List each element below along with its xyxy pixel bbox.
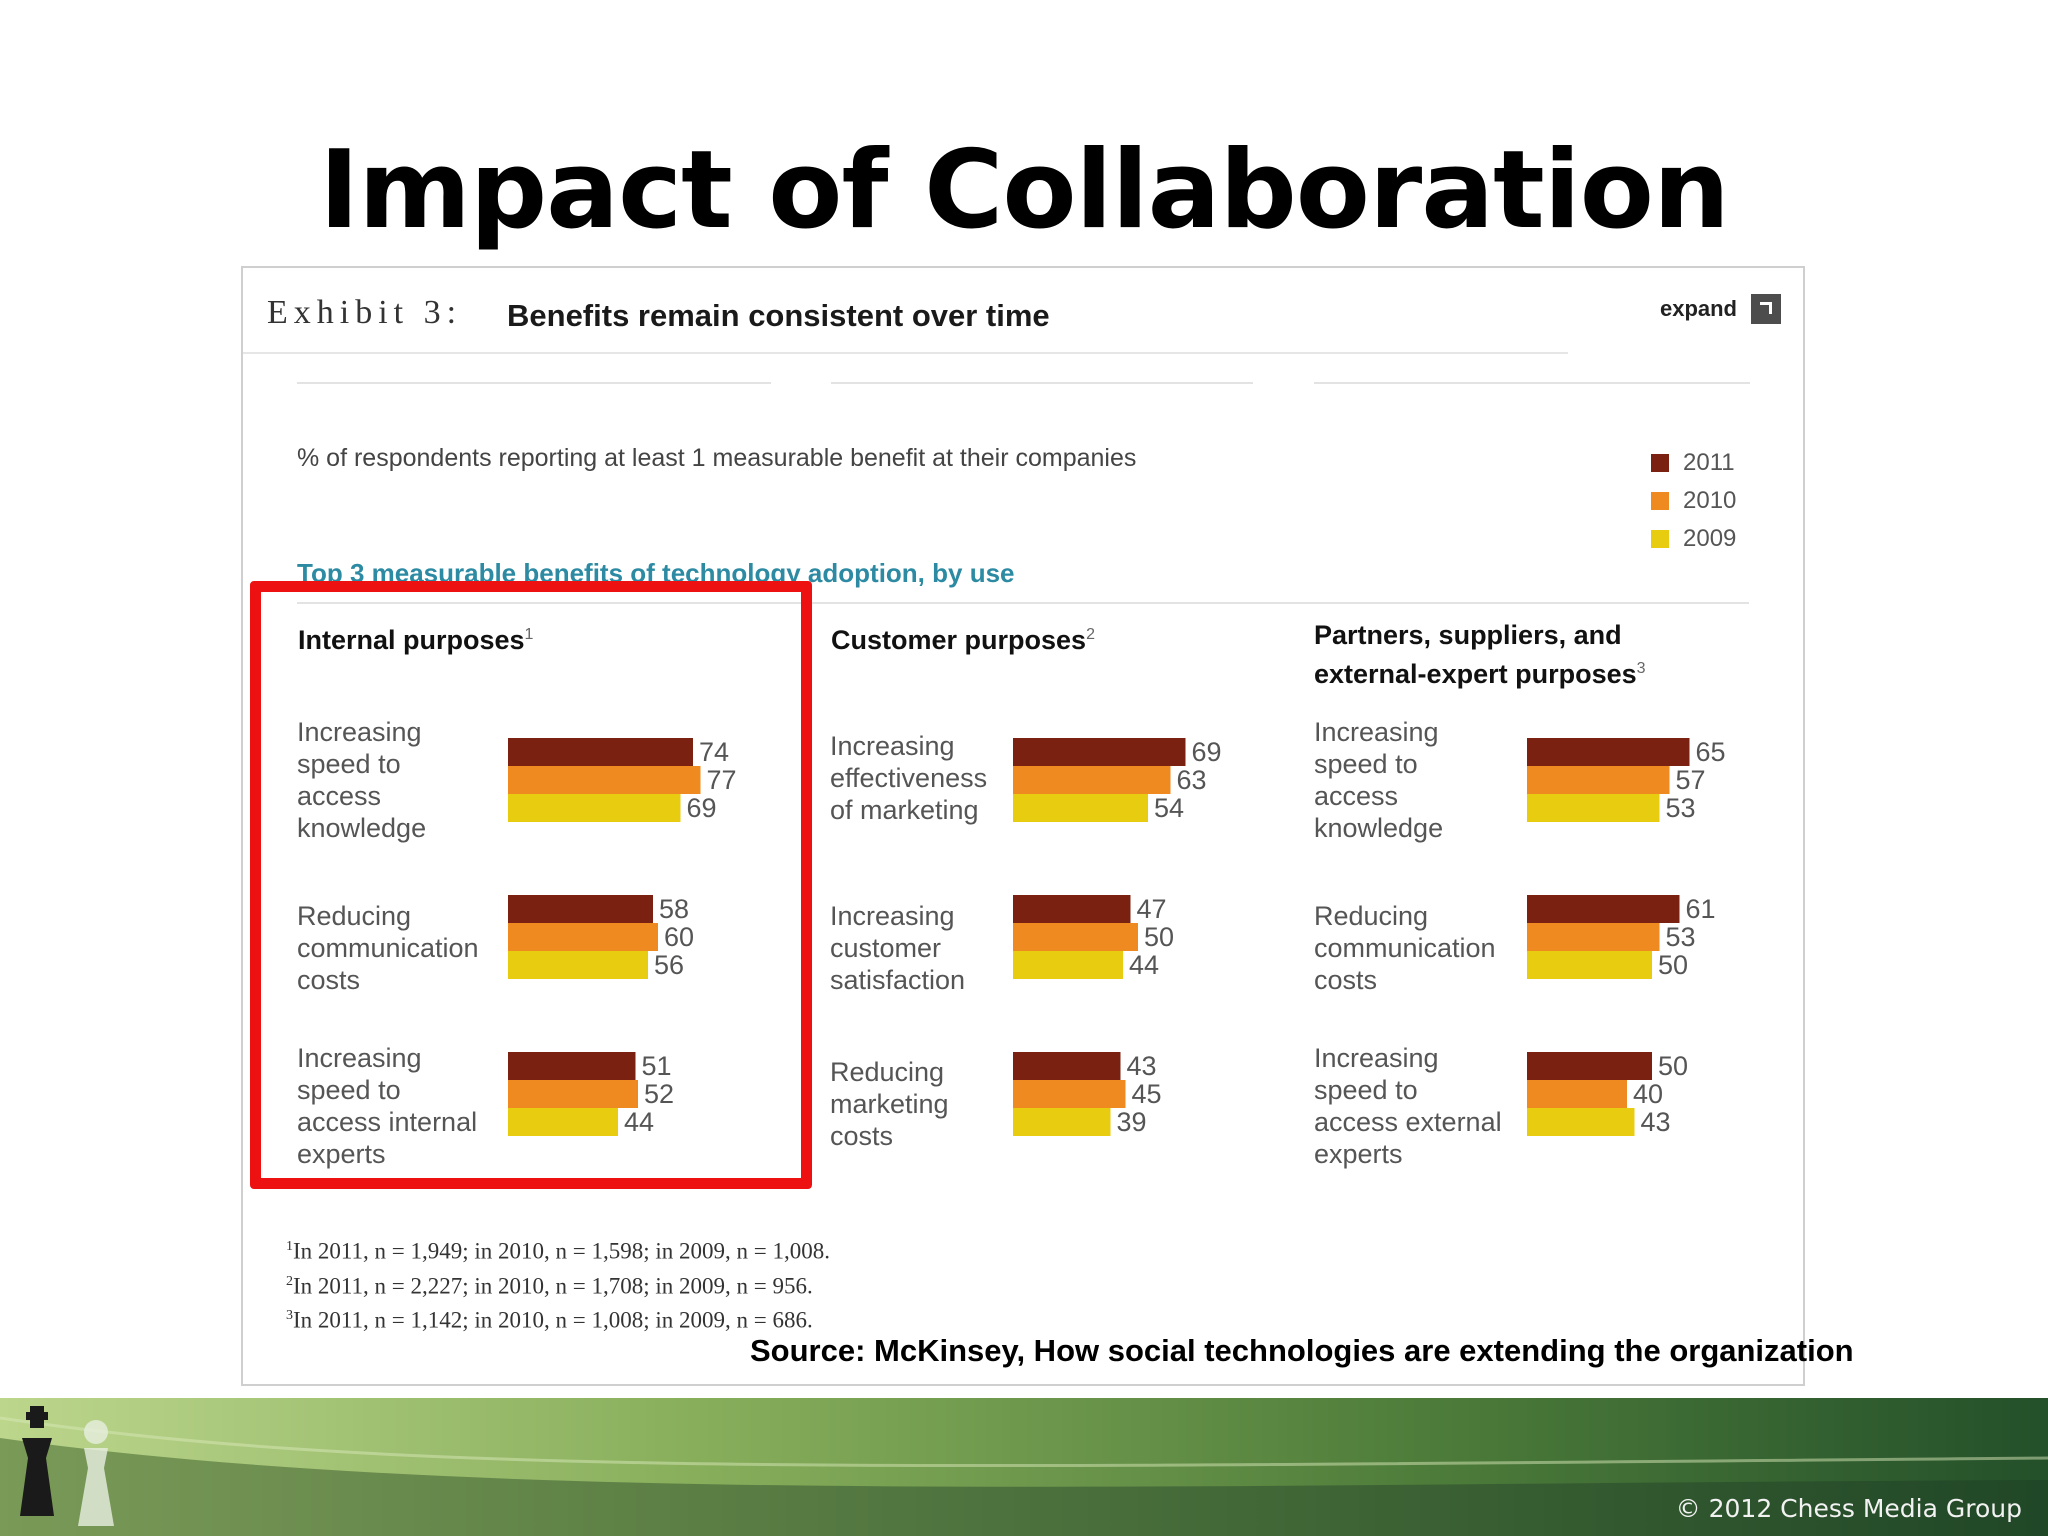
category-label: costs (1314, 965, 1378, 995)
highlight-box (250, 581, 812, 1189)
footnote: 2In 2011, n = 2,227; in 2010, n = 1,708;… (286, 1267, 830, 1302)
category-label: costs (830, 1121, 894, 1151)
category-label: Increasing (830, 901, 955, 931)
panel-title-text: Customer purposes (831, 625, 1087, 655)
category-label: Increasing (1314, 717, 1439, 747)
category-label: Reducing (1314, 901, 1429, 931)
legend-item: 2011 (1651, 444, 1736, 482)
category-label: customer (830, 933, 942, 963)
source-citation: Source: McKinsey, How social technologie… (750, 1333, 1854, 1368)
panel-title: Customer purposes2 (831, 618, 1095, 657)
category-label: Reducing (830, 1057, 945, 1087)
category-label: knowledge (297, 813, 427, 843)
exhibit-label: Exhibit 3: (267, 294, 463, 331)
legend-item: 2010 (1651, 482, 1736, 520)
chart-subtitle: % of respondents reporting at least 1 me… (297, 444, 1137, 472)
divider (831, 382, 1253, 384)
divider (1314, 382, 1750, 384)
panel-title-text: external-expert purposes (1314, 659, 1637, 689)
divider (297, 382, 771, 384)
category-label: Reducing (297, 901, 412, 931)
panel-title: Internal purposes1 (298, 618, 533, 657)
category-label: Increasing (297, 717, 422, 747)
panel-partners: Partners, suppliers, and external-expert… (1314, 618, 1646, 691)
category-label: speed to (1314, 749, 1418, 779)
exhibit-panel: Exhibit 3: Benefits remain consistent ov… (241, 266, 1805, 1386)
category-label: access (1314, 781, 1399, 811)
panel-title: Partners, suppliers, and external-expert… (1314, 618, 1646, 691)
category-label: access external (1314, 1107, 1502, 1137)
legend-swatch-2009 (1651, 530, 1669, 548)
category-label: marketing (830, 1089, 949, 1119)
category-label: Increasing (1314, 1043, 1439, 1073)
category-label: access internal (297, 1107, 478, 1137)
exhibit-title: Benefits remain consistent over time (507, 298, 1050, 333)
category-label: experts (297, 1139, 386, 1169)
footnote: 3In 2011, n = 1,142; in 2010, n = 1,008;… (286, 1301, 830, 1336)
panel-title-line: Partners, suppliers, and (1314, 620, 1622, 650)
category-label: of marketing (830, 795, 979, 825)
footer-banner (0, 1398, 2048, 1536)
legend-label: 2010 (1683, 487, 1737, 514)
category-label: access (297, 781, 382, 811)
legend-swatch-2010 (1651, 492, 1669, 510)
expand-label: expand (1659, 296, 1737, 321)
footnote-text: In 2011, n = 1,949; in 2010, n = 1,598; … (293, 1238, 831, 1264)
category-label: Increasing (297, 1043, 422, 1073)
chart-legend: 2011 2010 2009 (1651, 444, 1736, 558)
category-label: speed to (297, 749, 401, 779)
legend-label: 2011 (1683, 449, 1735, 476)
legend-swatch-2011 (1651, 454, 1669, 472)
copyright: © 2012 Chess Media Group (1675, 1494, 2022, 1523)
category-label: experts (1314, 1139, 1403, 1169)
legend-item: 2009 (1651, 520, 1736, 558)
category-label: costs (297, 965, 361, 995)
footnote-ref: 3 (1636, 660, 1646, 677)
footnote-num: 1 (286, 1239, 293, 1254)
legend-label: 2009 (1683, 525, 1737, 552)
category-label: satisfaction (830, 965, 966, 995)
category-label: speed to (1314, 1075, 1418, 1105)
divider (243, 352, 1568, 354)
footnote-num: 2 (286, 1273, 293, 1289)
category-label: speed to (297, 1075, 401, 1105)
divider (297, 602, 1749, 604)
category-label: knowledge (1314, 813, 1444, 843)
chess-king-icon (20, 1406, 54, 1516)
panel-title-line: external-expert purposes3 (1314, 652, 1646, 691)
footnote-text: In 2011, n = 2,227; in 2010, n = 1,708; … (293, 1273, 813, 1299)
category-label: effectiveness (830, 763, 988, 793)
expand-button[interactable]: expand (1660, 294, 1781, 324)
footnote-ref: 1 (524, 626, 534, 643)
footnote-text: In 2011, n = 1,142; in 2010, n = 1,008; … (293, 1307, 813, 1333)
footnote: 1In 2011, n = 1,949; in 2010, n = 1,598;… (286, 1232, 830, 1267)
category-label: Increasing (830, 731, 955, 761)
footnote-ref: 2 (1086, 626, 1095, 643)
panel-internal: Internal purposes1 (298, 618, 533, 657)
slide-title: Impact of Collaboration (319, 128, 1730, 253)
footnote-num: 3 (286, 1308, 293, 1324)
category-label: communication (1314, 933, 1496, 963)
footnotes: 1In 2011, n = 1,949; in 2010, n = 1,598;… (286, 1232, 830, 1336)
chess-pawn-icon (78, 1420, 114, 1526)
panel-customer: Customer purposes2 (831, 618, 1095, 657)
category-label: communication (297, 933, 479, 963)
expand-icon (1751, 294, 1781, 324)
panel-title-text: Internal purposes (298, 625, 525, 655)
